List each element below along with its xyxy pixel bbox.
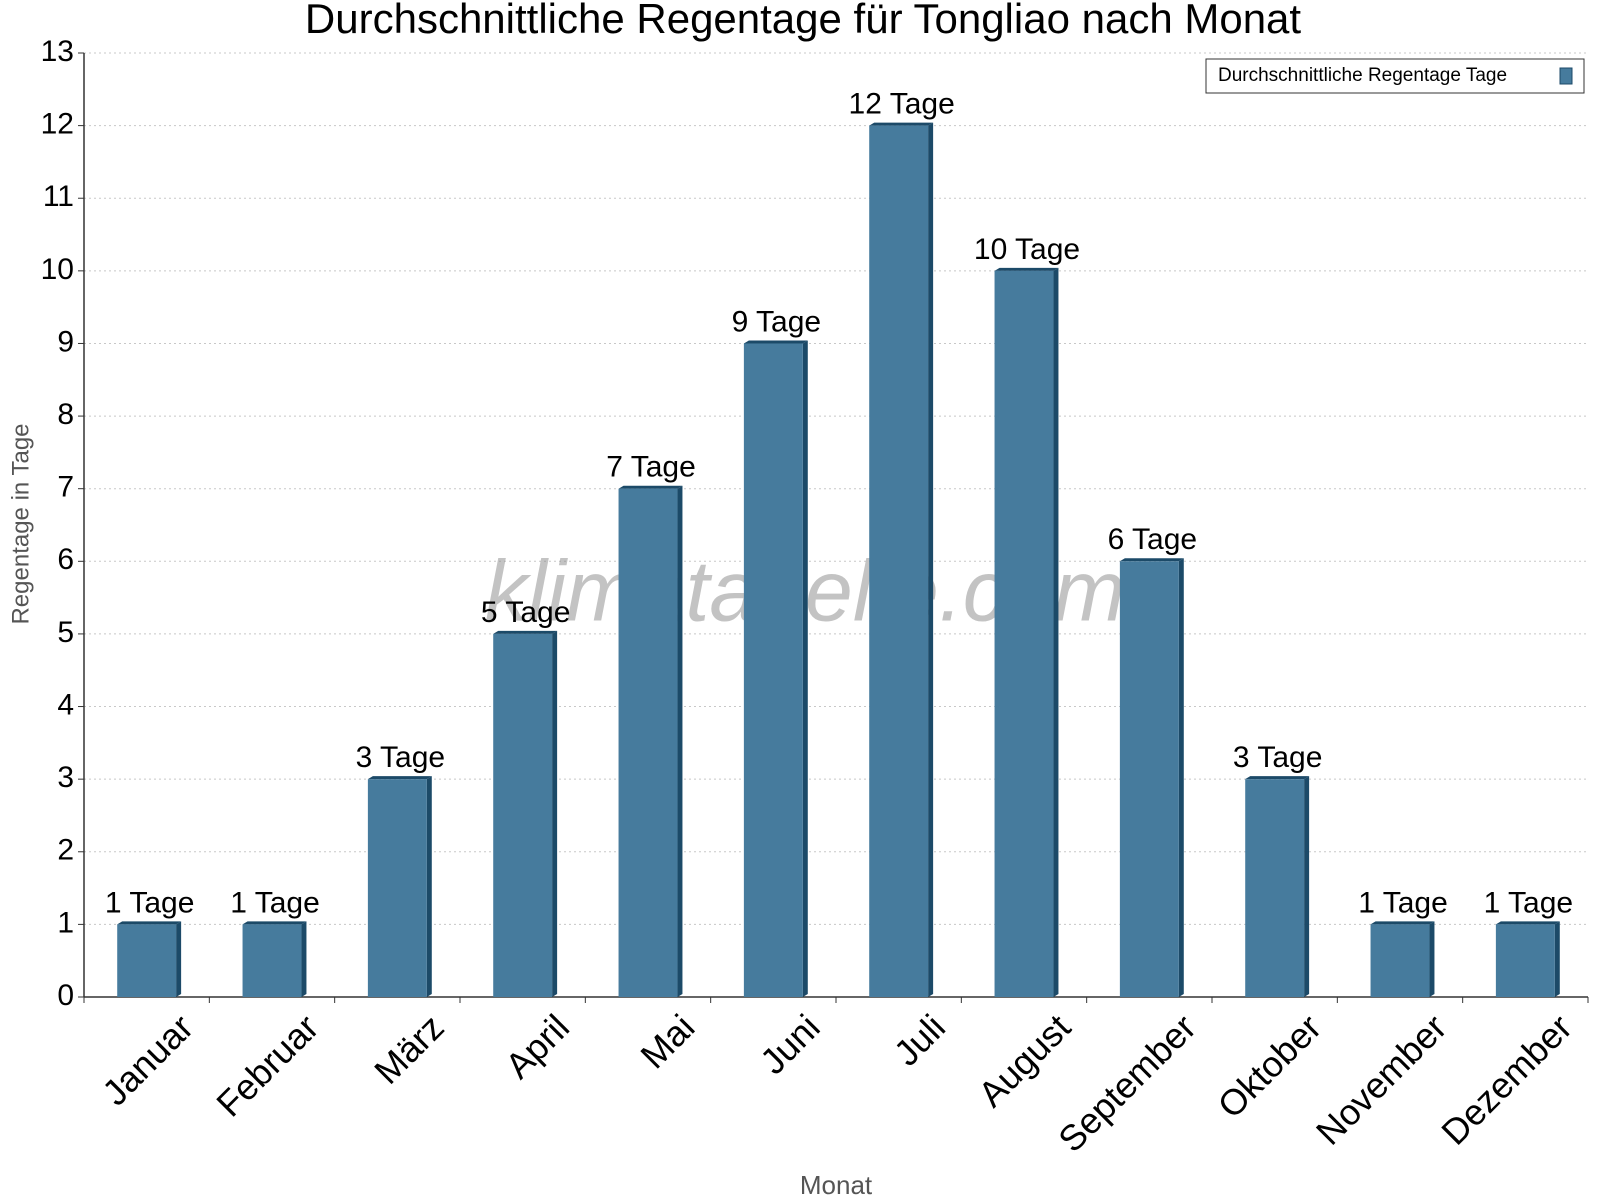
value-label: 1 Tage [1484, 886, 1574, 919]
x-tick-label: November [1308, 1006, 1454, 1152]
bar-group [618, 485, 683, 997]
bar-top [1370, 921, 1435, 925]
x-tick-label: August [970, 1006, 1078, 1114]
y-tick-label: 5 [57, 616, 74, 649]
legend-label: Durchschnittliche Regentage Tage [1218, 65, 1507, 86]
value-label: 3 Tage [356, 741, 446, 774]
value-label: 7 Tage [606, 451, 696, 484]
legend-box [1205, 58, 1585, 94]
value-label: 3 Tage [1233, 741, 1323, 774]
y-tick-label: 8 [57, 398, 74, 431]
bar [869, 125, 929, 998]
bar-side [1554, 921, 1560, 997]
value-label: 1 Tage [1358, 886, 1448, 919]
bar-group [1119, 558, 1184, 997]
bar-side [802, 340, 808, 997]
x-tick-label: September [1050, 1006, 1204, 1160]
value-label: 6 Tage [1108, 523, 1198, 556]
bar-group [743, 340, 808, 997]
y-axis-label: Regentage in Tage [7, 423, 34, 624]
bar [117, 924, 177, 997]
value-label: 12 Tage [849, 88, 955, 121]
y-tick-label: 7 [57, 471, 74, 504]
bar-side [1053, 267, 1059, 997]
y-tick-label: 0 [57, 979, 74, 1012]
y-tick-label: 2 [57, 834, 74, 867]
bar-side [677, 485, 683, 997]
x-axis-label: Monat [800, 1170, 873, 1200]
x-tick-label: Februar [208, 1006, 326, 1124]
bar-group [367, 776, 432, 997]
bar-group [869, 122, 934, 998]
bar-group [1370, 921, 1435, 997]
y-tick-label: 12 [41, 108, 74, 141]
bar [1370, 924, 1430, 997]
x-tick-label: Dezember [1433, 1006, 1579, 1152]
x-tick-label: Oktober [1210, 1006, 1330, 1126]
bar [367, 779, 427, 997]
bar-group [242, 921, 307, 997]
y-tick-label: 3 [57, 761, 74, 794]
bar-side [426, 776, 432, 997]
bar-top [117, 921, 182, 925]
value-label: 9 Tage [732, 305, 822, 338]
bar [618, 488, 678, 997]
bar-side [1178, 558, 1184, 997]
value-label: 5 Tage [481, 596, 571, 629]
legend-swatch [1559, 67, 1573, 85]
chart-title: Durchschnittliche Regentage für Tongliao… [305, 0, 1301, 42]
value-label: 10 Tage [974, 233, 1080, 266]
bar-top [743, 340, 808, 344]
y-tick-label: 10 [41, 253, 74, 286]
x-tick-label: Mai [632, 1006, 702, 1076]
bar-top [1495, 921, 1560, 925]
bar [242, 924, 302, 997]
bar-top [1245, 776, 1310, 780]
bar [994, 270, 1054, 997]
bar [743, 343, 803, 997]
x-tick-label: Juni [752, 1006, 828, 1082]
x-tick-label: April [497, 1006, 577, 1086]
y-tick-label: 4 [57, 688, 74, 721]
bar-side [301, 921, 307, 997]
value-label: 1 Tage [230, 886, 320, 919]
bar [1119, 561, 1179, 997]
bar [493, 633, 553, 997]
bar-group [117, 921, 182, 997]
bar-top [994, 267, 1059, 271]
bar-group [1495, 921, 1560, 997]
y-tick-label: 6 [57, 543, 74, 576]
bar [1495, 924, 1555, 997]
bar-top [869, 122, 934, 126]
y-tick-label: 11 [43, 180, 74, 213]
y-tick-label: 1 [57, 906, 74, 939]
x-tick-label: Juli [886, 1006, 953, 1073]
bar-group [1245, 776, 1310, 997]
bar-side [928, 122, 934, 998]
bar-top [618, 485, 683, 489]
bar-side [1304, 776, 1310, 997]
value-label: 1 Tage [105, 886, 195, 919]
bar-top [1119, 558, 1184, 562]
bar-side [1429, 921, 1435, 997]
bar [1245, 779, 1305, 997]
bar-group [493, 630, 558, 997]
x-tick-label: Januar [94, 1006, 201, 1113]
bar-side [176, 921, 182, 997]
y-tick-label: 13 [41, 35, 74, 68]
bar-top [493, 630, 558, 634]
x-tick-label: März [366, 1006, 452, 1092]
bar-side [552, 630, 558, 997]
bar-group [994, 267, 1059, 997]
bar-top [367, 776, 432, 780]
bar-top [242, 921, 307, 925]
y-tick-label: 9 [57, 325, 74, 358]
